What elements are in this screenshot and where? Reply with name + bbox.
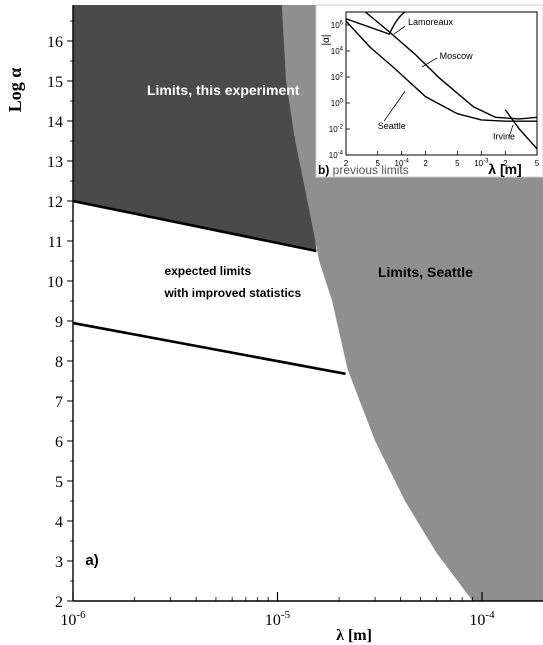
inset-y-tick-label-3: 100 [331, 98, 344, 108]
annotation-4: a) [85, 552, 98, 569]
inset-x-tick-label-5: 10-3 [474, 158, 489, 168]
y-tick-label-15: 15 [47, 74, 63, 91]
y-tick-label-12: 12 [47, 194, 63, 211]
inset-x-tick-label-5-exponent: -3 [483, 158, 489, 164]
inset-x-tick-label-2-base: 10 [395, 159, 404, 168]
inset-curve-irvine [504, 109, 537, 150]
inset-y-tick-label-0: 106 [331, 20, 344, 30]
inset-x-tick-label-6: 2 [503, 159, 508, 168]
inset-y-tick-label-0-base: 10 [331, 21, 340, 30]
inset-y-tick-label-1-base: 10 [331, 47, 340, 56]
inset-labels: Lamoreaux Moscow Seattle Irvine [378, 17, 515, 142]
inset-leader-irvine [508, 124, 514, 139]
inset-y-tick-label-0-exponent: 6 [340, 20, 344, 26]
main-limit-lines [73, 199, 346, 376]
y-tick-label-3: 3 [55, 554, 63, 571]
x-tick-label-2-base: 10 [469, 612, 485, 629]
x-tick-label-0: 10-6 [60, 609, 86, 629]
inset-label-moscow: Moscow [440, 51, 474, 61]
inset-y-tick-label-1-exponent: 4 [340, 46, 344, 52]
inset-leader-moscow [421, 57, 438, 68]
inset-x-tick-label-0: 2 [344, 159, 349, 168]
inset-y-tick-label-3-base: 10 [331, 99, 340, 108]
y-tick-label-13: 13 [47, 154, 63, 171]
y-tick-label-8: 8 [55, 354, 63, 371]
y-tick-label-16: 16 [47, 34, 63, 51]
annotation-2: expected limits [164, 264, 251, 278]
inset-x-tick-label-2: 10-4 [395, 158, 410, 168]
inset-curve-lamoreaux [346, 12, 406, 35]
main-annotations: Limits, this experiment Limits, Seattle ex… [85, 82, 473, 569]
y-tick-label-11: 11 [48, 234, 63, 251]
inset-curve-seattle [346, 20, 537, 122]
y-tick-label-14: 14 [47, 114, 63, 131]
inset-x-tick-label-0-base: 2 [344, 159, 349, 168]
inset-background [315, 4, 543, 178]
inset-label-seattle: Seattle [378, 121, 406, 131]
inset-title: b) previous limits [318, 163, 409, 177]
inset-y-tick-label-4-base: 10 [329, 125, 338, 134]
inset-y-tick-label-5-base: 10 [329, 151, 338, 160]
annotation-1: Limits, Seattle [378, 264, 473, 280]
inset-panel-letter: b) [318, 163, 333, 177]
inset-y-tick-label-2-base: 10 [331, 73, 340, 82]
region-this-experiment [73, 5, 317, 251]
inset-curve-moscow [364, 12, 537, 120]
inset-x-tick-label-7-base: 5 [535, 159, 540, 168]
y-tick-label-9: 9 [55, 314, 63, 331]
inset-y-tick-label-5-exponent: -4 [338, 150, 344, 156]
inset-y-tick-label-5: 10-4 [329, 150, 344, 160]
inset-x-tick-label-4: 5 [455, 159, 460, 168]
y-axis-title: Log α [5, 68, 25, 113]
inset-y-tick-label-2-exponent: 2 [340, 72, 344, 78]
inset-y-tick-label-2: 102 [331, 72, 344, 82]
inset-x-tick-label-3: 2 [423, 159, 428, 168]
annotation-3: with improved statistics [163, 286, 301, 300]
inset-x-tick-label-1-base: 5 [375, 159, 380, 168]
x-tick-label-1: 10-5 [265, 609, 291, 629]
inset-label-irvine: Irvine [493, 132, 515, 142]
inset-y-tick-label-4-exponent: -2 [338, 124, 344, 130]
expected-limit-line-upper [73, 199, 317, 253]
inset-frame [345, 11, 538, 156]
inset-x-tick-label-5-base: 10 [474, 159, 483, 168]
x-tick-label-2-exponent: -4 [485, 609, 495, 621]
inset-label-lamoreaux: Lamoreaux [408, 17, 454, 27]
x-tick-label-1-base: 10 [265, 612, 281, 629]
inset-x-tick-label-4-base: 5 [455, 159, 460, 168]
inset-y-tick-label-3-exponent: 0 [340, 98, 344, 104]
annotation-0: Limits, this experiment [147, 82, 300, 98]
inset-y-tick-label-4: 10-2 [329, 124, 344, 134]
y-tick-label-7: 7 [55, 394, 63, 411]
x-tick-label-2: 10-4 [469, 609, 495, 629]
inset-x-tick-label-3-base: 2 [423, 159, 428, 168]
inset-x-tick-label-2-exponent: -4 [403, 158, 409, 164]
inset-x-axis-title: λ [m] [488, 161, 521, 177]
inset-x-tick-label-1: 5 [375, 159, 380, 168]
x-axis-title: λ [m] [336, 627, 372, 644]
y-tick-label-6: 6 [55, 434, 63, 451]
inset-y-axis-title: |α| [321, 35, 332, 46]
inset-x-tick-label-7: 5 [535, 159, 540, 168]
inset-curves [346, 12, 537, 150]
y-tick-label-4: 4 [55, 514, 63, 531]
y-tick-label-2: 2 [55, 594, 63, 611]
inset-x-tick-label-6-base: 2 [503, 159, 508, 168]
expected-limit-line-lower [73, 321, 346, 376]
x-tick-label-0-exponent: -6 [76, 609, 86, 621]
y-tick-label-10: 10 [47, 274, 63, 291]
x-tick-label-0-base: 10 [60, 612, 76, 629]
inset-leader-seattle [383, 91, 406, 122]
y-tick-label-5: 5 [55, 474, 63, 491]
inset-y-tick-label-1: 104 [331, 46, 344, 56]
inset-leader-lamoreaux [393, 25, 406, 35]
x-tick-label-1-exponent: -5 [281, 609, 291, 621]
inset-title-text: previous limits [333, 163, 409, 177]
